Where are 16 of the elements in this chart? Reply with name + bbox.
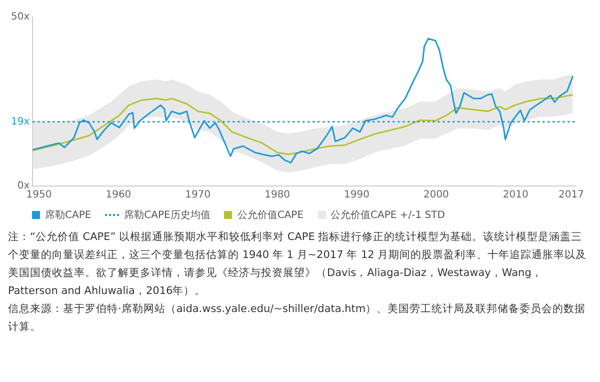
x-tick-label: 2017	[558, 190, 584, 201]
y-tick-label: 19x	[10, 116, 30, 128]
text: 信息来源：基于罗伯特·席勒网站（aida.wss.yale.edu/~shiller/data.htm）、美国劳工统计局及联邦储备委员会的数据计算。	[8, 302, 587, 335]
y-tick-label: 50x	[10, 12, 30, 23]
x-tick-label: 1950	[26, 190, 52, 201]
x-tick-label: 2000	[423, 190, 449, 201]
x-tick-label: 1990	[344, 190, 370, 201]
x-tick-label: 1980	[264, 190, 290, 201]
x-tick-label: 1970	[185, 190, 211, 201]
x-tick-label: 2010	[502, 190, 528, 201]
legend-label: 公允价值CAPE	[237, 208, 304, 222]
x-tick-label: 1960	[106, 190, 132, 201]
legend-label: 席勒CAPE	[45, 208, 92, 222]
text: 注：“公允价值 CAPE” 以根据通胀预期水平和较低利率对 CAPE 指标进行修正的统计模型为基础。该统计模型是涵盖三个变量的向量误差纠正，这三个变量包括估算的 1940 年 1 月~2017 年 12 月期间的股票盈利率、十年追踪通胀率以及美国国债收益率。欲了解更多详情，请参见《经济与投资展望》（Davis，Aliaga-Diaz，Westaway，Wang，Patterson and Ahluwalia，2016年）。	[8, 230, 588, 299]
text: 公允价值CAPE +/-1 STD	[330, 208, 445, 222]
legend-label: 席勒CAPE历史均值	[124, 208, 210, 222]
